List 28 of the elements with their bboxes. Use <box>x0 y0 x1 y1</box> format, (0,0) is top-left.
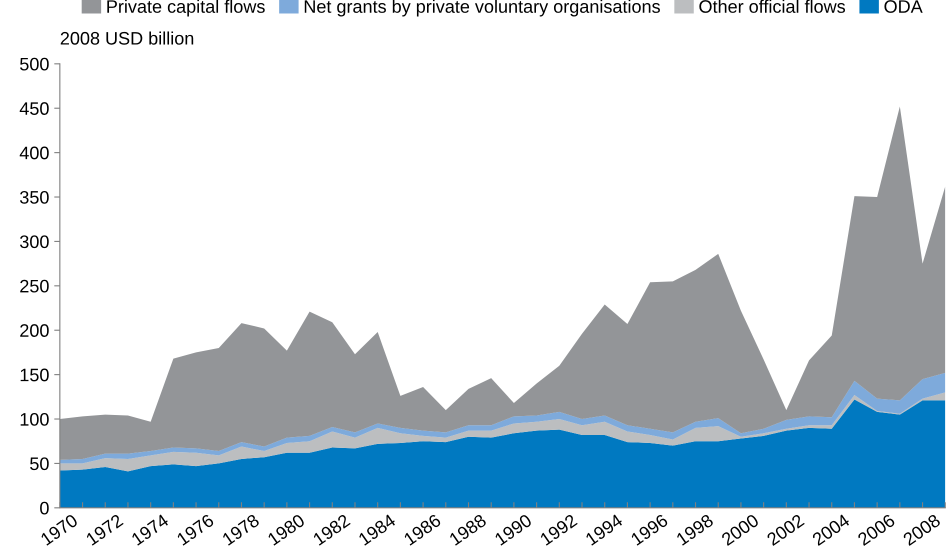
legend-label: ODA <box>884 0 923 13</box>
x-tick-label: 1990 <box>494 513 533 546</box>
y-tick-label: 300 <box>20 235 49 248</box>
y-tick-label: 150 <box>20 368 49 382</box>
y-tick-label: 0 <box>40 502 49 515</box>
x-tick-label: 1988 <box>448 514 488 546</box>
y-tick-label: 400 <box>20 146 49 160</box>
y-tick-label: 200 <box>20 324 49 337</box>
legend-label: Net grants by private voluntary organisations <box>304 0 660 16</box>
x-tick-label: 1986 <box>403 514 442 546</box>
x-tick-label: 1992 <box>539 514 578 546</box>
y-tick-label: 250 <box>20 280 49 293</box>
x-tick-label: 1980 <box>267 513 306 546</box>
x-tick-label: 1998 <box>676 514 714 546</box>
y-tick-label: 350 <box>20 190 49 204</box>
x-tick-label: 1996 <box>630 514 669 546</box>
y-tick-label: 450 <box>20 102 49 115</box>
y-tick-label: 50 <box>30 457 49 470</box>
legend-label: Other official flows <box>699 0 846 13</box>
x-tick-label: 1972 <box>85 514 124 546</box>
x-tick-label: 1970 <box>40 513 79 546</box>
x-tick-label: 1982 <box>312 514 351 546</box>
x-tick-label: 1976 <box>176 514 215 546</box>
y-axis-title: 2008 USD billion <box>60 31 194 45</box>
y-tick-label: 500 <box>20 58 49 71</box>
y-tick-label: 100 <box>20 412 49 426</box>
legend-label: Private capital flows <box>107 0 265 16</box>
x-tick-label: 1978 <box>222 514 260 546</box>
